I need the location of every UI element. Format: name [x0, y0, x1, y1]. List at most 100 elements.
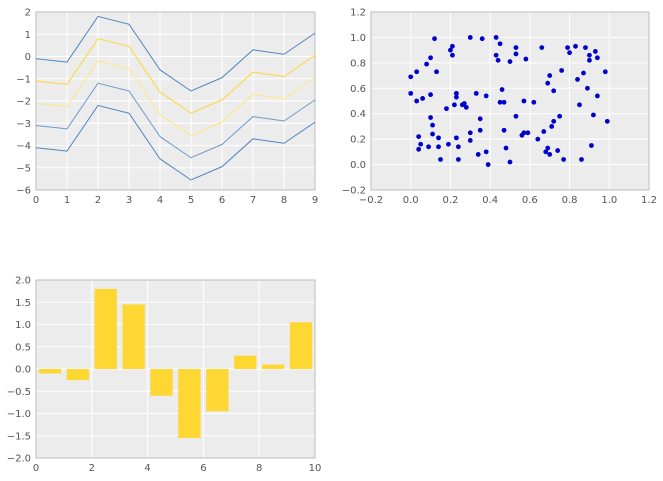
scatter-point — [555, 148, 561, 153]
x-tick-label: 2 — [95, 195, 101, 206]
bar — [66, 369, 90, 381]
scatter-point — [592, 49, 598, 54]
x-tick-label: 0.0 — [403, 195, 419, 206]
scatter-point — [452, 102, 457, 108]
y-tick-label: −1 — [16, 74, 31, 85]
scatter-point — [473, 90, 479, 96]
bar — [94, 288, 117, 369]
y-tick-label: 0.6 — [350, 84, 366, 95]
scatter-point — [579, 157, 584, 162]
scatter-point — [551, 88, 557, 94]
scatter-point — [594, 55, 600, 61]
x-tick-label: 5 — [188, 195, 194, 206]
y-tick-label: 2.0 — [15, 276, 31, 287]
scatter-point — [455, 144, 461, 150]
scatter-point — [557, 113, 563, 119]
x-tick-label: 0 — [33, 463, 39, 474]
scatter-point — [418, 141, 424, 147]
scatter-point — [499, 87, 505, 92]
scatter-point — [453, 90, 459, 96]
scatter-point — [493, 52, 499, 58]
x-tick-label: 0.8 — [562, 195, 578, 206]
scatter-point — [436, 144, 441, 150]
y-tick-label: 1.5 — [15, 298, 31, 309]
x-tick-label: 0.2 — [442, 195, 458, 206]
y-tick-label: −5 — [16, 163, 31, 174]
scatter-point — [535, 136, 541, 142]
y-tick-label: −6 — [16, 186, 31, 197]
x-tick-label: 4 — [144, 463, 150, 474]
scatter-point — [416, 134, 422, 140]
scatter-point — [430, 122, 435, 128]
y-tick-label: 0.4 — [350, 109, 366, 120]
scatter-point — [513, 113, 519, 119]
line-chart: 0 1 2 3 4 5 6 7 8 9 −6 −5 −4 −3 −2 −1 0 1 2 — [16, 8, 318, 207]
scatter-point — [575, 76, 580, 82]
scatter-point — [453, 135, 459, 141]
scatter-point — [414, 69, 420, 75]
scatter-point — [539, 45, 545, 50]
x-tick-label: 8 — [281, 195, 287, 206]
x-tick-label: 10 — [309, 463, 322, 474]
bar — [234, 355, 257, 369]
scatter-point — [434, 69, 439, 75]
x-tick-label: 0 — [33, 195, 39, 206]
scatter-point — [485, 162, 491, 167]
scatter-point — [408, 90, 414, 96]
scatter-point — [497, 99, 503, 105]
scatter-point — [604, 118, 610, 124]
scatter-point — [594, 93, 600, 99]
scatter-point — [587, 57, 592, 63]
scatter-point — [585, 85, 590, 91]
plot-frame — [35, 279, 316, 459]
scatter-point — [559, 68, 565, 73]
y-tick-label: −2.0 — [7, 454, 31, 465]
plot-frame — [370, 11, 650, 191]
plot-frame — [35, 11, 316, 191]
scatter-point — [432, 36, 437, 42]
scatter-point — [501, 99, 507, 105]
scatter-point — [424, 61, 429, 67]
y-tick-label: 0.0 — [15, 365, 31, 376]
y-tick-label: 0.0 — [350, 160, 366, 171]
scatter-point — [426, 144, 431, 150]
x-tick-label: 0.4 — [482, 195, 498, 206]
scatter-point — [525, 130, 531, 136]
scatter-point — [551, 118, 557, 124]
x-tick-label: 7 — [250, 195, 256, 206]
scatter-point — [483, 93, 489, 99]
y-tick-label: 2 — [25, 8, 31, 19]
scatter-point — [463, 104, 469, 110]
scatter-point — [531, 99, 537, 105]
y-tick-label: −2 — [16, 97, 31, 108]
scatter-point — [408, 74, 414, 80]
scatter-point — [547, 73, 553, 78]
x-tick-label: 6 — [200, 463, 206, 474]
scatter-point — [545, 145, 551, 151]
scatter-point — [428, 115, 433, 120]
x-tick-label: 8 — [256, 463, 262, 474]
bar — [150, 369, 173, 396]
scatter-point — [565, 45, 570, 50]
scatter-point — [495, 57, 501, 63]
y-tick-label: 0.5 — [15, 342, 31, 353]
y-tick-label: −3 — [16, 119, 31, 130]
y-tick-label: 0.2 — [350, 135, 366, 146]
bar — [261, 364, 285, 369]
scatter-point — [587, 52, 592, 58]
line-series — [35, 104, 316, 181]
scatter-point — [583, 45, 588, 50]
bar — [178, 369, 201, 438]
scatter-point — [493, 35, 499, 40]
scatter-point — [521, 130, 527, 136]
y-tick-label: −0.5 — [7, 387, 31, 398]
scatter-point — [567, 50, 572, 56]
bar-chart: 0 2 4 6 8 10 −2.0 −1.5 −1.0 −0.5 0.0 0.5 1.0 1.5 2.0 — [7, 276, 322, 475]
y-tick-label: −0.2 — [342, 186, 366, 197]
y-tick-label: −1.0 — [7, 409, 31, 420]
line-series — [35, 15, 316, 92]
scatter-point — [521, 98, 527, 104]
bars — [38, 288, 313, 438]
scatter-point — [507, 159, 513, 165]
scatter-point — [501, 127, 507, 133]
